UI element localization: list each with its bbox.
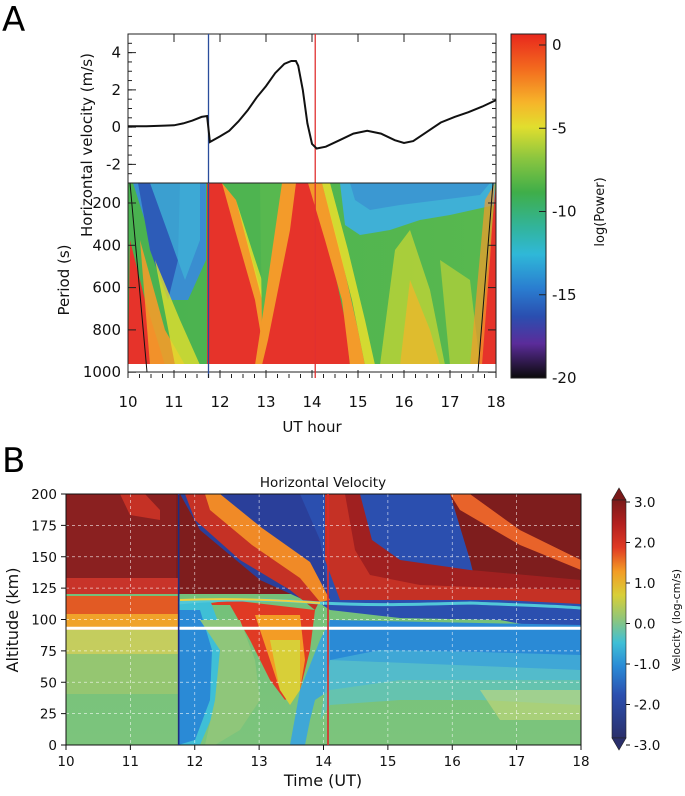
panel-a-x-tick: 14 (302, 393, 321, 411)
panel-b-y-label: Altitude (km) (3, 568, 22, 673)
colorbar-a-tick: -15 (552, 286, 577, 304)
panel-b-y-tick: 150 (31, 550, 57, 566)
velocity-y-axis: 4 2 0 -2 (106, 33, 496, 184)
velocity-y-tick: 0 (111, 118, 121, 136)
colorbar-a-ticks: 0 -5 -10 -15 -20 (539, 36, 577, 387)
panel-b-y-tick: 25 (40, 707, 57, 723)
velocity-curve (128, 60, 497, 150)
colorbar-b-tick: 0.0 (634, 617, 655, 633)
velocity-plot-frame (127, 33, 497, 184)
panel-b-letter: B (2, 441, 25, 481)
colorbar-a-tick: 0 (552, 36, 562, 54)
panel-a-x-tick: 11 (164, 393, 183, 411)
coi-right (477, 182, 494, 373)
panel-a-x-label: UT hour (282, 418, 342, 436)
period-y-label: Period (s) (55, 244, 73, 315)
panel-b-x-tick: 12 (186, 754, 203, 770)
panel-b-x-tick: 13 (251, 754, 268, 770)
wavelet-heatmap (128, 183, 496, 365)
colorbar-b-tick: 2.0 (634, 536, 655, 552)
colorbar-b-tick: -2.0 (634, 698, 660, 714)
period-y-tick: 600 (92, 279, 121, 297)
colorbar-b-tick: 1.0 (634, 576, 655, 592)
panel-b-y-tick: 50 (40, 675, 57, 691)
panel-b-title: Horizontal Velocity (260, 475, 386, 491)
period-y-tick: 1000 (83, 363, 121, 381)
panel-a-x-tick: 18 (486, 393, 505, 411)
velocity-heatmap (66, 494, 581, 745)
period-y-axis: 200 400 600 800 1000 (83, 194, 496, 381)
colorbar-b (611, 499, 627, 739)
panel-b-y-axis: 0 25 50 75 100 125 150 175 200 (31, 487, 66, 754)
panel-b-x-label: Time (UT) (283, 771, 362, 790)
velocity-y-label: Horizontal velocity (m/s) (78, 53, 96, 237)
panel-a-letter: A (2, 0, 25, 40)
panel-a-x-tick: 10 (118, 393, 137, 411)
velocity-y-tick: 2 (111, 81, 121, 99)
coi-left (129, 182, 148, 373)
panel-b-x-tick: 16 (444, 754, 461, 770)
panel-b-y-tick: 175 (31, 518, 57, 534)
panel-a-x-tick: 13 (256, 393, 275, 411)
colorbar-b-label: Velocity (log-cm/s) (670, 569, 683, 671)
colorbar-a-label: log(Power) (593, 177, 608, 246)
panel-a-x-tick: 12 (210, 393, 229, 411)
panel-b-y-tick: 100 (31, 613, 57, 629)
panel-a-x-tick: 15 (348, 393, 367, 411)
colorbar-b-tick: -1.0 (634, 657, 660, 673)
panel-b-y-tick: 75 (40, 644, 57, 660)
panel-b-y-tick: 125 (31, 581, 57, 597)
panel-b-x-tick: 10 (57, 754, 74, 770)
panel-a-x-tick: 17 (440, 393, 459, 411)
period-y-tick: 800 (92, 321, 121, 339)
panel-b-y-tick: 0 (48, 738, 57, 754)
period-y-tick: 400 (92, 236, 121, 254)
panel-b-x-tick: 15 (379, 754, 396, 770)
panel-b-x-tick: 11 (122, 754, 139, 770)
panel-a-x-axis: 10 11 12 13 14 15 16 17 18 (118, 34, 506, 411)
panel-b-y-tick: 200 (31, 487, 57, 503)
panel-b-x-axis: 10 11 12 13 14 15 16 17 18 (57, 745, 590, 770)
colorbar-b-tick: -3.0 (634, 738, 660, 754)
colorbar-a-tick: -10 (552, 203, 577, 221)
colorbar-a-tick: -5 (552, 119, 567, 137)
period-y-tick: 200 (92, 194, 121, 212)
colorbar-b-ticks: 3.0 2.0 1.0 0.0 -1.0 -2.0 -3.0 (626, 495, 660, 754)
panel-b-x-tick: 18 (572, 754, 589, 770)
panel-b-x-tick: 17 (508, 754, 525, 770)
colorbar-a (510, 33, 547, 379)
panel-a-x-tick: 16 (394, 393, 413, 411)
colorbar-b-tick: 3.0 (634, 495, 655, 511)
velocity-y-tick: -2 (106, 155, 121, 173)
colorbar-a-tick: -20 (552, 369, 577, 387)
panel-b-x-tick: 14 (315, 754, 332, 770)
velocity-y-tick: 4 (111, 44, 121, 62)
